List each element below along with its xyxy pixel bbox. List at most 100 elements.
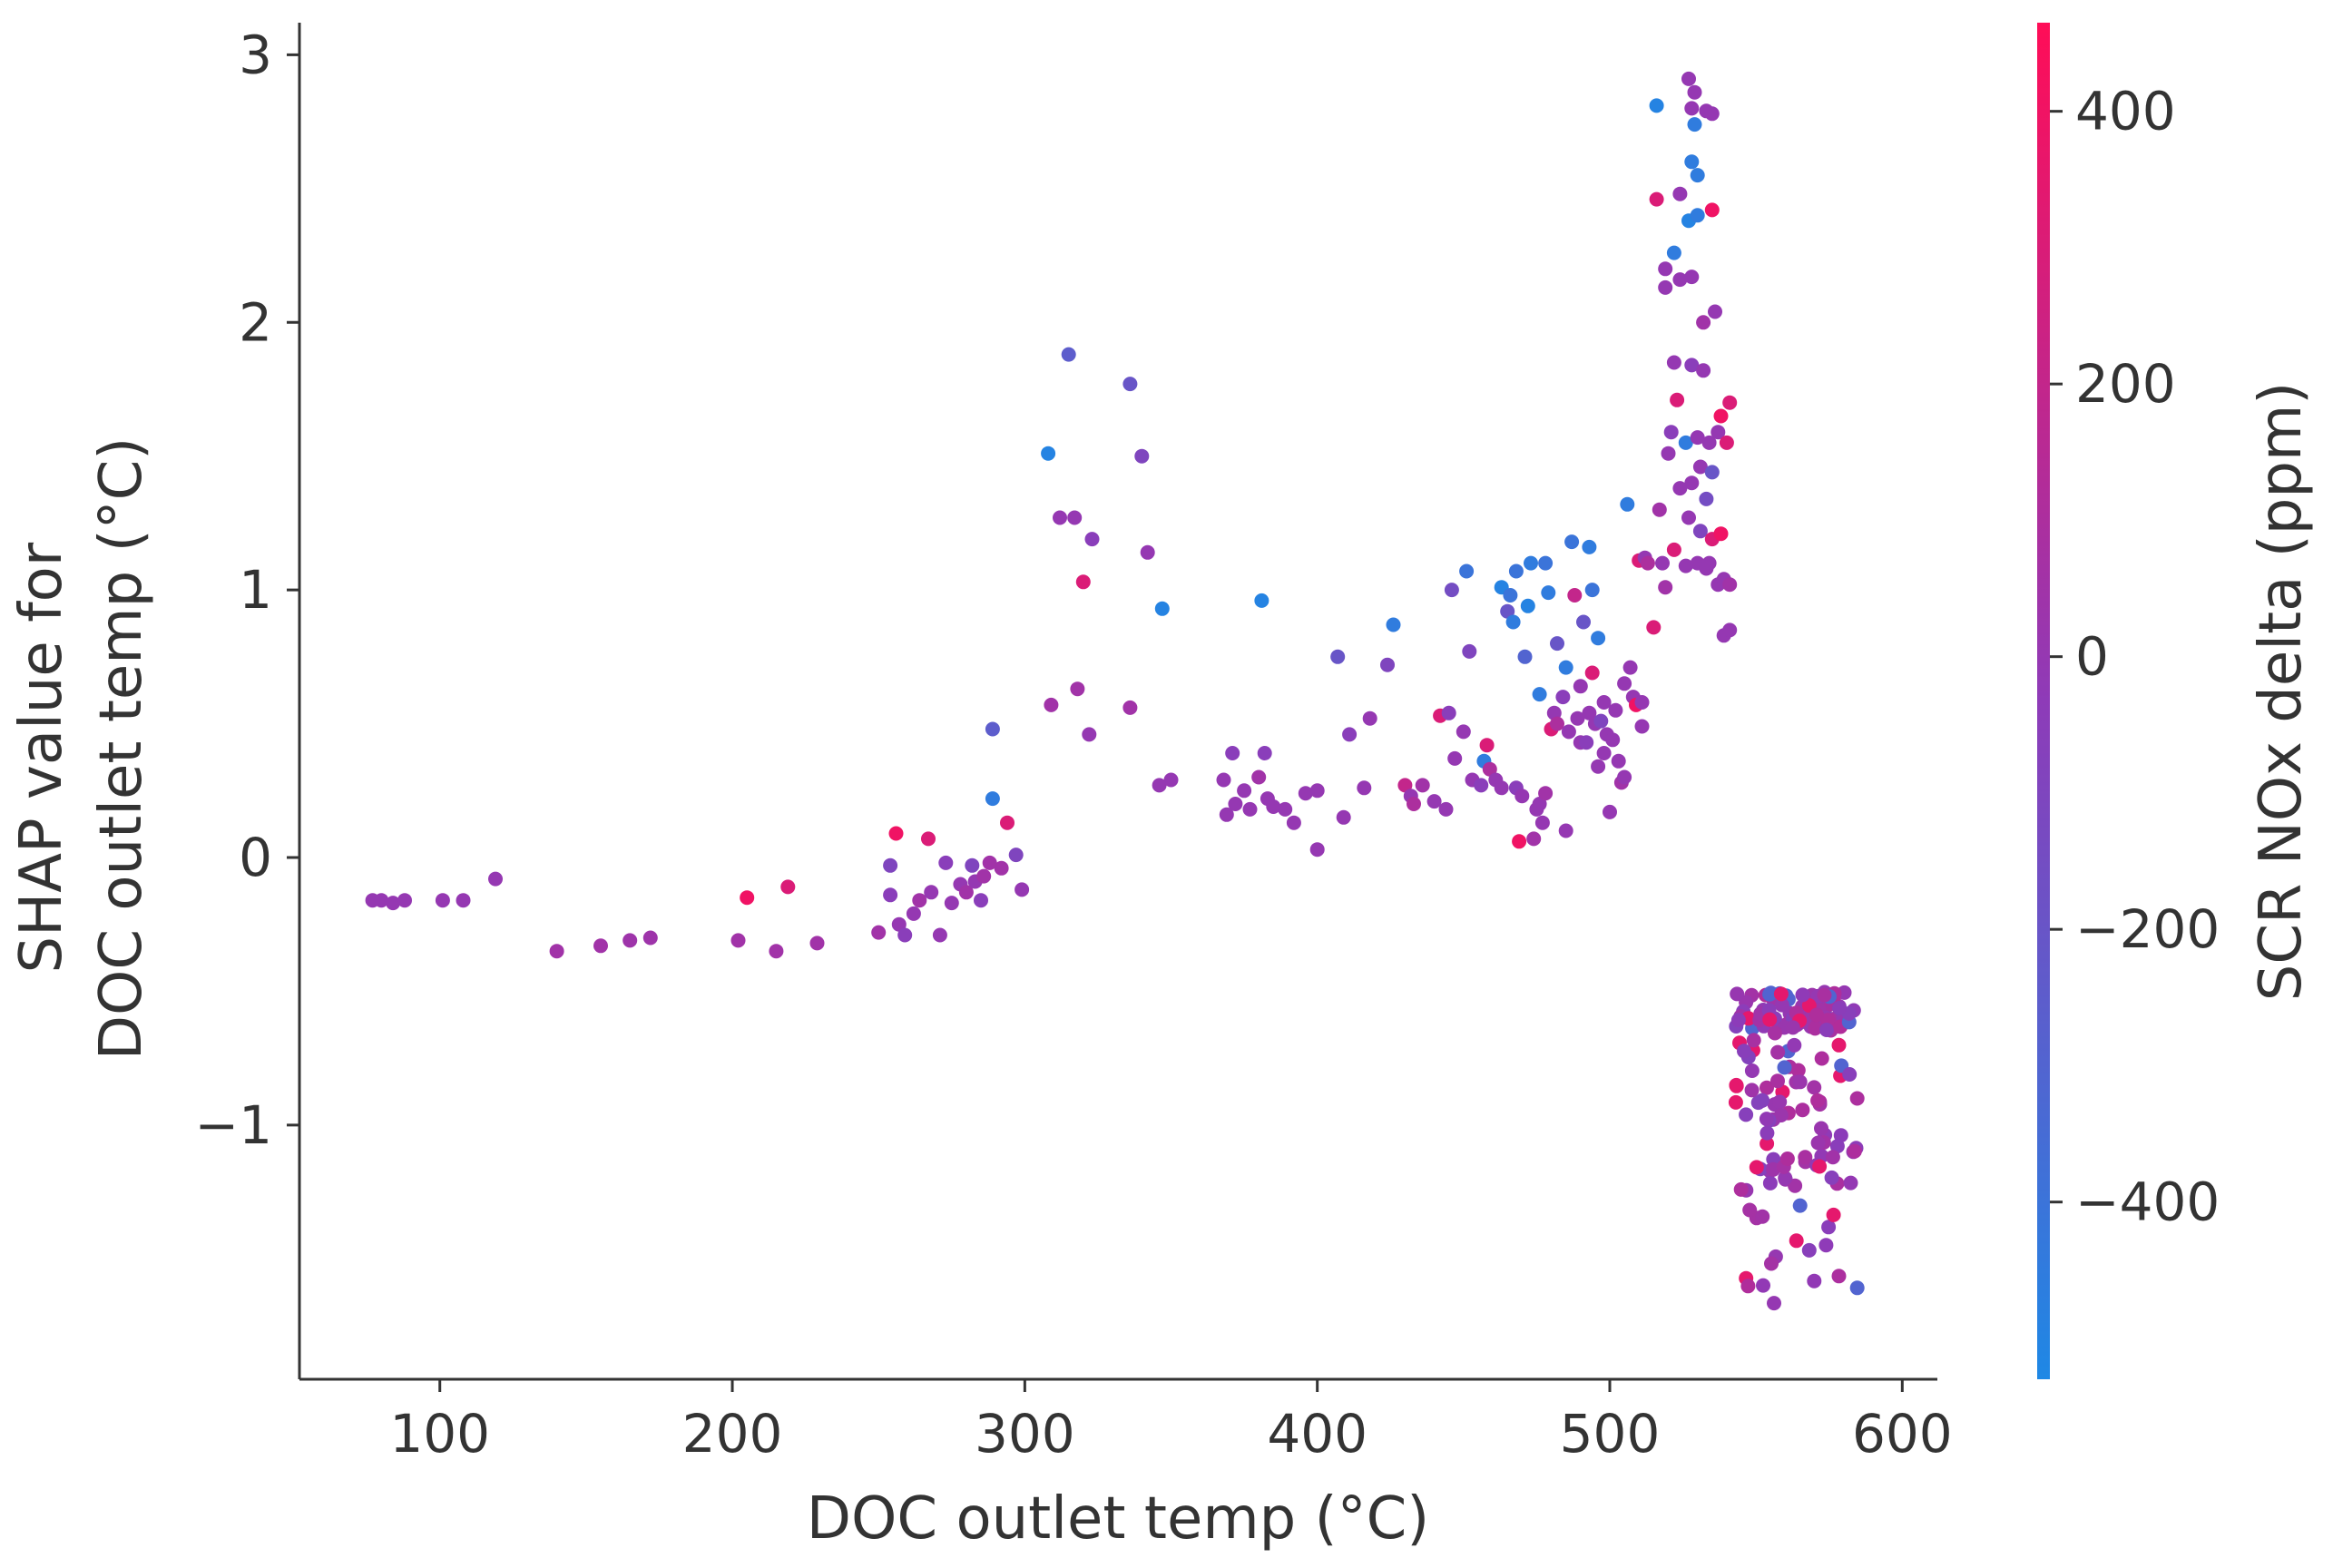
data-point [1415, 778, 1430, 793]
data-point [1814, 1121, 1828, 1136]
x-tick-label: 100 [389, 1403, 490, 1465]
data-point [1690, 168, 1705, 183]
data-point [1517, 649, 1533, 664]
colorbar-tick-label: −400 [2075, 1171, 2220, 1233]
data-point [1216, 772, 1231, 788]
y-tick-label: 1 [239, 559, 272, 621]
data-point [1831, 1269, 1847, 1284]
data-point [891, 916, 907, 932]
data-point [1810, 1135, 1826, 1151]
data-point [1722, 577, 1738, 593]
data-point [1766, 1152, 1781, 1167]
data-point [1687, 84, 1702, 100]
data-point [1817, 987, 1832, 1003]
data-point [938, 855, 954, 870]
data-point [1704, 106, 1720, 122]
plot-axes [298, 23, 1937, 1381]
data-point [1795, 987, 1810, 1003]
data-point [1755, 1093, 1769, 1108]
data-point [1770, 1073, 1785, 1089]
data-point [1152, 778, 1167, 793]
data-point [1640, 555, 1655, 571]
data-point [1774, 997, 1789, 1013]
data-point [1819, 1023, 1834, 1037]
data-point [1849, 1280, 1865, 1296]
data-point [1759, 1112, 1774, 1127]
data-point [1561, 724, 1576, 740]
data-point [994, 860, 1009, 876]
data-point [1746, 1033, 1761, 1048]
data-point [809, 936, 825, 951]
data-point [1591, 759, 1606, 774]
data-point [1768, 1025, 1782, 1041]
data-point [1785, 1020, 1800, 1035]
data-point [1696, 363, 1711, 378]
data-point [1015, 882, 1030, 897]
data-point [1584, 665, 1600, 681]
data-point [1826, 1207, 1841, 1222]
data-point [1397, 778, 1413, 793]
data-point [1278, 801, 1293, 817]
data-point [1690, 208, 1705, 223]
data-point [1687, 117, 1702, 132]
data-point [1524, 555, 1538, 571]
data-point [1342, 727, 1358, 742]
data-point [642, 930, 658, 946]
data-point [976, 868, 992, 884]
data-point [1666, 542, 1681, 557]
data-point [1008, 848, 1024, 863]
data-point [1814, 1051, 1829, 1066]
data-point [1666, 245, 1681, 260]
data-point [1140, 544, 1155, 560]
data-point [985, 721, 1000, 737]
data-point [1593, 713, 1609, 729]
data-point [1067, 510, 1083, 525]
data-point [1788, 1178, 1803, 1193]
y-axis-title-line-1: SHAP value for [8, 542, 75, 973]
data-point [1762, 1175, 1778, 1191]
data-point [1701, 435, 1717, 450]
data-point [906, 906, 921, 921]
data-point [1690, 430, 1705, 446]
data-point [1722, 395, 1738, 410]
data-point [1658, 580, 1673, 595]
y-tick-label: 0 [239, 827, 272, 888]
data-point [1807, 1273, 1822, 1289]
data-point [1564, 534, 1580, 550]
colorbar: 400 200 0 −200 −400 SCR NOx delta (ppm) [2037, 23, 2315, 1379]
data-point [1672, 481, 1688, 496]
data-point [883, 858, 898, 873]
data-point [1728, 1094, 1743, 1110]
data-point [435, 893, 450, 908]
data-point [1742, 1202, 1758, 1218]
data-point [1558, 823, 1573, 838]
y-tick-label: −1 [195, 1094, 273, 1156]
data-point [1730, 1013, 1746, 1028]
data-point [1520, 598, 1535, 613]
data-point [1617, 769, 1632, 785]
data-point [1655, 555, 1670, 571]
data-point [1829, 1139, 1845, 1154]
data-point [985, 791, 1000, 807]
data-point [1692, 459, 1708, 475]
data-point [1508, 564, 1524, 579]
data-point [1756, 1278, 1770, 1293]
data-point [1658, 279, 1673, 295]
data-point [1672, 272, 1688, 288]
data-point [1807, 1080, 1822, 1095]
colorbar-gradient [2037, 23, 2050, 1379]
data-point [1266, 799, 1281, 814]
data-point [730, 933, 746, 948]
scatter-points [365, 71, 1865, 1311]
data-point [1228, 797, 1243, 811]
colorbar-tick-label: 400 [2075, 81, 2176, 142]
data-point [1824, 1170, 1839, 1185]
data-point [1474, 778, 1489, 793]
data-point [1438, 801, 1454, 817]
data-point [1764, 1256, 1779, 1271]
data-point [1309, 783, 1325, 799]
data-point [1459, 564, 1475, 579]
data-point [1849, 1091, 1865, 1106]
data-point [1681, 71, 1696, 86]
colorbar-tick-label: 200 [2075, 353, 2176, 415]
